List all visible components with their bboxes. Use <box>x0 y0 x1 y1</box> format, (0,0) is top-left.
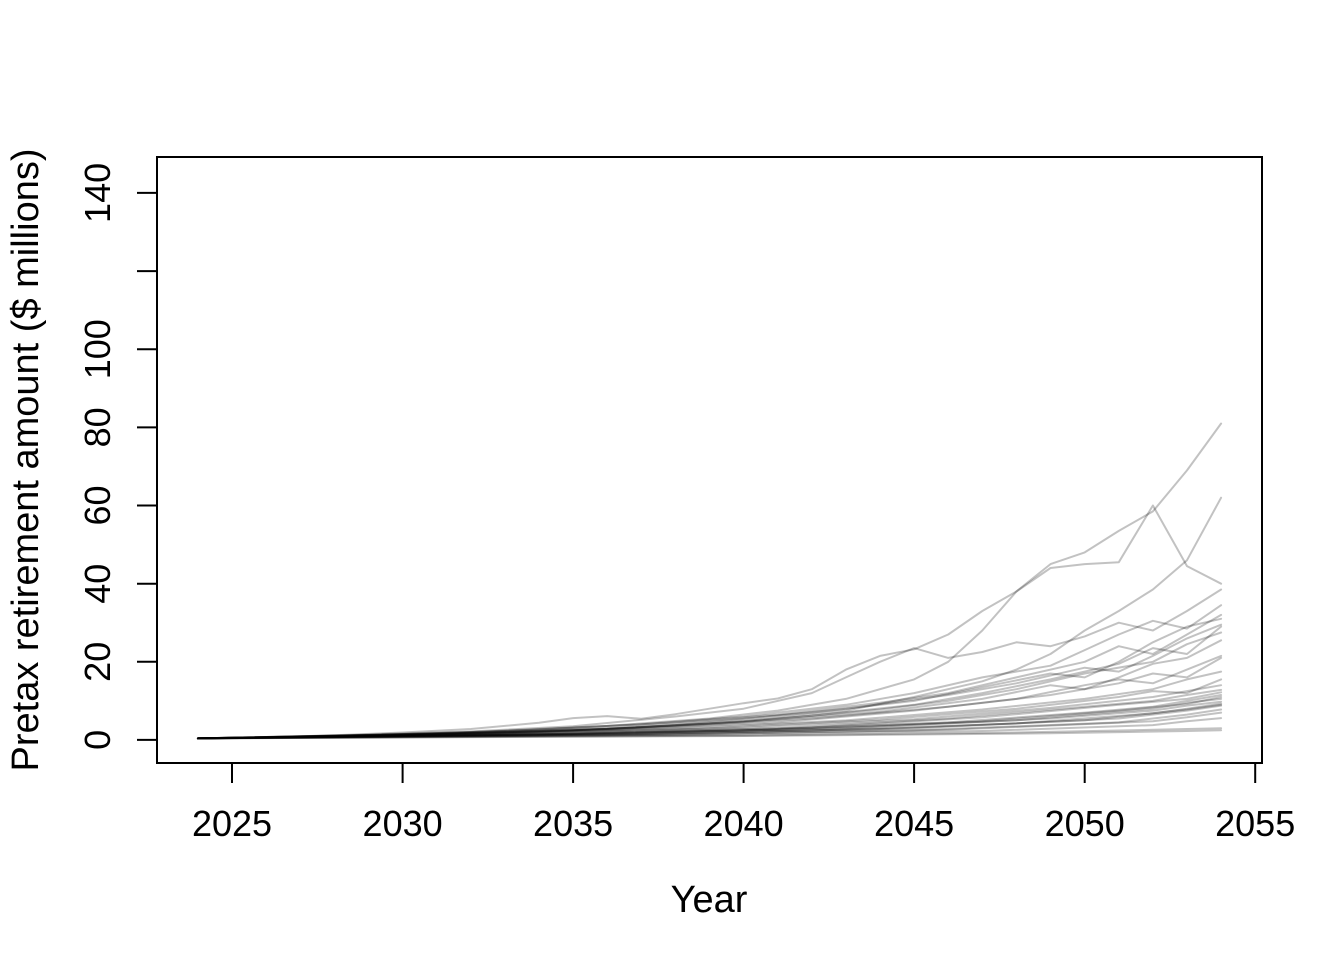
y-axis: 0 20 40 60 80 100 140 <box>77 163 157 750</box>
y-tick-label-40: 40 <box>77 564 118 604</box>
series-line-sim-25 <box>196 704 1223 740</box>
series-line-sim-26 <box>196 708 1223 740</box>
series-line-sim-02 <box>196 496 1223 740</box>
x-tick-label-2055: 2055 <box>1215 803 1295 844</box>
x-tick-label-2025: 2025 <box>192 803 272 844</box>
series-line-sim-09 <box>196 625 1223 740</box>
x-axis-title: Year <box>671 879 748 921</box>
x-tick-label-2035: 2035 <box>533 803 613 844</box>
x-tick-label-2030: 2030 <box>363 803 443 844</box>
y-tick-label-80: 80 <box>77 407 118 447</box>
series-line-sim-22 <box>196 700 1223 740</box>
series-line-sim-20 <box>196 696 1223 740</box>
series-line-sim-08 <box>196 623 1223 740</box>
series-line-sim-14 <box>196 670 1223 740</box>
y-tick-label-60: 60 <box>77 485 118 525</box>
series-line-sim-27 <box>196 711 1223 740</box>
y-tick-label-140: 140 <box>77 163 118 223</box>
y-axis-title: Pretax retirement amount ($ millions) <box>5 149 47 772</box>
x-axis: 2025 2030 2035 2040 2045 2050 2055 <box>192 763 1295 844</box>
series-line-sim-17 <box>196 688 1223 740</box>
y-tick-label-0: 0 <box>77 730 118 750</box>
y-tick-label-100: 100 <box>77 319 118 379</box>
series-line-sim-23 <box>196 702 1223 740</box>
series-line-sim-07 <box>196 617 1223 740</box>
series-line-sim-11 <box>196 639 1223 740</box>
simulation-lines <box>196 422 1223 740</box>
series-line-sim-19 <box>196 694 1223 740</box>
series-line-sim-15 <box>196 678 1223 740</box>
series-line-sim-01 <box>196 422 1223 740</box>
series-line-sim-16 <box>196 684 1223 740</box>
series-line-sim-12 <box>196 654 1223 740</box>
plot-box <box>156 156 1263 764</box>
series-line-sim-29 <box>196 727 1223 740</box>
series-line-sim-03 <box>196 504 1223 740</box>
x-tick-label-2040: 2040 <box>704 803 784 844</box>
series-line-sim-13 <box>196 656 1223 740</box>
x-tick-label-2050: 2050 <box>1045 803 1125 844</box>
series-line-sim-21 <box>196 697 1223 740</box>
series-line-sim-06 <box>196 613 1223 740</box>
y-tick-label-20: 20 <box>77 642 118 682</box>
series-line-sim-28 <box>196 717 1223 740</box>
series-line-sim-30 <box>196 729 1223 740</box>
series-line-sim-18 <box>196 691 1223 740</box>
x-tick-label-2045: 2045 <box>874 803 954 844</box>
series-line-sim-10 <box>196 631 1223 740</box>
series-line-sim-04 <box>196 588 1223 740</box>
series-line-sim-05 <box>196 604 1223 740</box>
series-line-sim-24 <box>196 703 1223 740</box>
